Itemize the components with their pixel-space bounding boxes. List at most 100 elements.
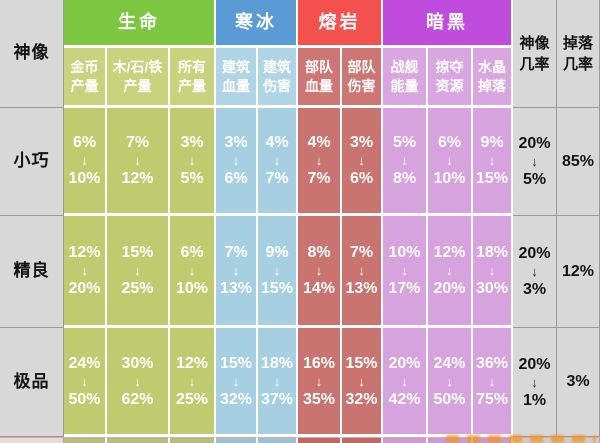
value-to: 75%	[475, 390, 509, 408]
partial-next-row-cell	[216, 437, 258, 443]
idol-chance-to: 3%	[522, 281, 547, 298]
subheader-warship-energy: 战舰 能量	[383, 48, 428, 108]
value-to: 12%	[121, 170, 154, 187]
corner-header-cell: 神像	[0, 0, 64, 108]
down-arrow-icon: ↓	[134, 263, 141, 278]
value-to: 62%	[121, 390, 154, 408]
down-arrow-icon: ↓	[531, 264, 538, 279]
value-from: 3%	[349, 134, 374, 151]
value-to: 32%	[219, 390, 253, 408]
down-arrow-icon: ↓	[315, 373, 323, 389]
value-cell-compact-troop-hp: 4% ↓ 7%	[298, 108, 342, 216]
subheader-line1: 建筑	[222, 58, 250, 75]
category-header-dark: 暗黑	[383, 0, 513, 48]
idol-chance-cell-refined: 20% ↓ 3%	[513, 216, 557, 328]
subheader-plunder-resources: 掠夺 资源	[428, 48, 473, 108]
value-from: 15%	[345, 354, 378, 372]
value-cell-refined-plunder-resources: 12% ↓ 20%	[428, 216, 473, 328]
partial-next-row-cell	[64, 437, 107, 443]
down-arrow-icon: ↓	[358, 263, 365, 278]
subheader-line1: 部队	[347, 58, 376, 75]
down-arrow-icon: ↓	[81, 373, 88, 389]
idol-chance-cell-supreme: 20% ↓ 1%	[513, 328, 557, 437]
down-arrow-icon: ↓	[188, 263, 196, 278]
value-cell-compact-wood-stone-iron-production: 7% ↓ 12%	[107, 108, 170, 216]
drop-chance-header-line2: 几率	[562, 55, 593, 73]
idol-chance-to: 5%	[522, 171, 547, 188]
partial-next-row-cell	[258, 437, 298, 443]
value-to: 5%	[180, 170, 204, 187]
down-arrow-icon: ↓	[273, 263, 281, 278]
down-arrow-icon: ↓	[488, 263, 496, 278]
drop-chance-value: 12%	[561, 262, 595, 280]
down-arrow-icon: ↓	[488, 153, 496, 168]
down-arrow-icon: ↓	[401, 373, 408, 389]
down-arrow-icon: ↓	[81, 153, 88, 168]
value-from: 10%	[388, 244, 421, 261]
down-arrow-icon: ↓	[134, 153, 141, 168]
value-from: 24%	[433, 354, 466, 372]
subheader-line2: 伤害	[347, 77, 376, 94]
idol-chance-header: 神像 几率	[513, 0, 557, 108]
value-to: 7%	[307, 170, 331, 187]
value-from: 36%	[475, 354, 509, 372]
value-cell-refined-wood-stone-iron-production: 15% ↓ 25%	[107, 216, 170, 328]
idol-chance-from: 20%	[518, 135, 551, 152]
value-to: 6%	[349, 170, 374, 187]
value-from: 24%	[68, 354, 101, 372]
category-header-life: 生命	[64, 0, 216, 48]
value-cell-refined-warship-energy: 10% ↓ 17%	[383, 216, 428, 328]
partial-next-row-label-cell	[0, 437, 64, 443]
value-to: 37%	[260, 390, 294, 408]
value-cell-compact-troop-damage: 3% ↓ 6%	[342, 108, 383, 216]
value-from: 7%	[349, 244, 374, 261]
value-to: 32%	[345, 390, 378, 408]
category-header-label: 熔岩	[318, 11, 361, 32]
subheader-line1: 部队	[305, 58, 333, 75]
value-to: 7%	[265, 170, 289, 187]
value-to: 50%	[68, 390, 101, 408]
value-cell-supreme-building-hp: 15% ↓ 32%	[216, 328, 258, 437]
down-arrow-icon: ↓	[232, 263, 240, 278]
down-arrow-icon: ↓	[315, 263, 323, 278]
subheader-line1: 战舰	[390, 58, 419, 75]
value-cell-compact-all-production: 3% ↓ 5%	[170, 108, 216, 216]
value-cell-refined-troop-hp: 8% ↓ 14%	[298, 216, 342, 328]
idol-chance-to: 1%	[522, 391, 547, 409]
value-from: 12%	[433, 244, 466, 261]
value-cell-supreme-crystal-drop: 36% ↓ 75%	[473, 328, 513, 437]
value-cell-refined-building-damage: 9% ↓ 15%	[258, 216, 298, 328]
partial-next-row-cell	[298, 437, 342, 443]
subheader-line2: 产量	[70, 77, 99, 94]
subheader-line1: 建筑	[263, 58, 291, 75]
value-to: 10%	[68, 170, 101, 187]
value-to: 10%	[175, 280, 209, 297]
category-header-ice: 寒冰	[216, 0, 298, 48]
subheader-wood-stone-iron-production: 木/石/铁 产量	[107, 48, 170, 108]
value-to: 35%	[302, 390, 336, 408]
down-arrow-icon: ↓	[188, 373, 196, 389]
down-arrow-icon: ↓	[446, 263, 453, 278]
drop-chance-value: 3%	[566, 373, 590, 391]
subheader-line1: 金币	[70, 58, 99, 75]
value-cell-refined-troop-damage: 7% ↓ 13%	[342, 216, 383, 328]
subheader-line2: 伤害	[263, 77, 291, 94]
subheader-troop-damage: 部队 伤害	[342, 48, 383, 108]
value-from: 15%	[219, 354, 253, 372]
value-cell-compact-plunder-resources: 6% ↓ 10%	[428, 108, 473, 216]
value-to: 15%	[260, 280, 294, 297]
down-arrow-icon: ↓	[273, 153, 281, 168]
value-from: 16%	[302, 354, 336, 372]
value-cell-refined-gold-production: 12% ↓ 20%	[64, 216, 107, 328]
value-to: 13%	[345, 280, 378, 297]
value-cell-compact-crystal-drop: 9% ↓ 15%	[473, 108, 513, 216]
value-from: 18%	[475, 244, 509, 261]
value-from: 4%	[307, 134, 331, 151]
value-from: 7%	[125, 134, 150, 151]
drop-chance-header-line1: 掉落	[562, 34, 593, 52]
subheader-line2: 产量	[123, 77, 152, 94]
value-cell-compact-gold-production: 6% ↓ 10%	[64, 108, 107, 216]
down-arrow-icon: ↓	[531, 154, 538, 169]
subheader-line2: 能量	[390, 77, 419, 94]
subheader-line2: 掉落	[478, 77, 506, 94]
